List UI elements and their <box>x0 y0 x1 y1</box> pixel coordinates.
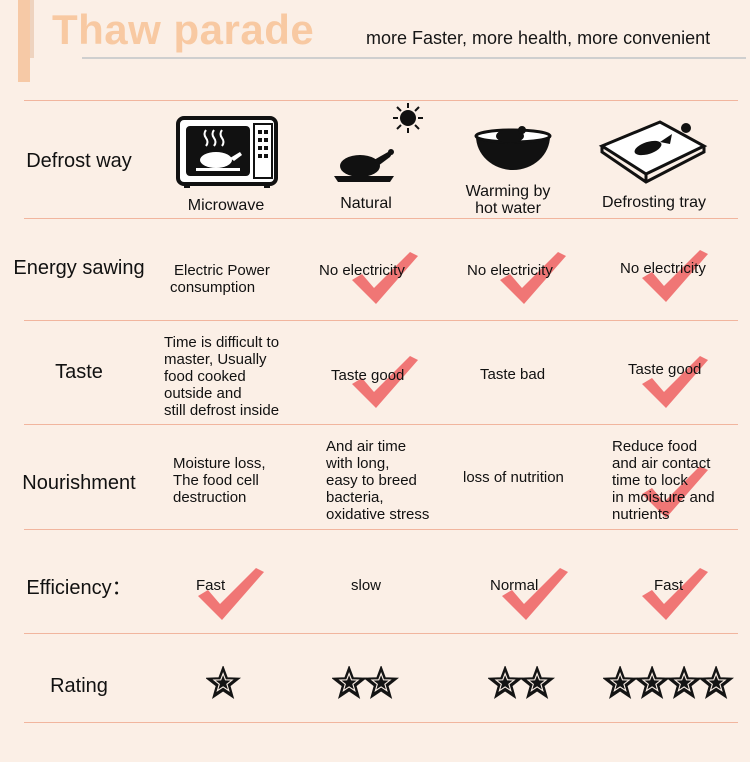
nourishment-natural-line: bacteria, <box>326 489 384 506</box>
taste-microwave: Time is difficult to master, Usually food … <box>164 334 279 419</box>
row-divider <box>24 424 738 425</box>
checkmark-icon <box>640 464 710 520</box>
checkmark-icon <box>350 354 420 410</box>
method-label-hot-water-line: hot water <box>475 200 541 217</box>
energy-microwave: Electric Power consumption <box>170 262 270 296</box>
taste-microwave-line: food cooked <box>164 368 246 385</box>
taste-microwave-line: still defrost inside <box>164 402 280 419</box>
nourishment-hot-water: loss of nutrition <box>463 469 564 486</box>
star-icon <box>488 666 524 700</box>
row-label-energy: Energy sawing <box>13 257 145 279</box>
row-label-taste: Taste <box>55 361 103 383</box>
method-label-tray: Defrosting tray <box>601 194 707 211</box>
method-label-hot-water: Warming by hot water <box>446 183 570 217</box>
star-icon <box>666 666 703 700</box>
energy-hot-water: No electricity <box>467 262 553 279</box>
efficiency-natural: slow <box>351 577 382 594</box>
energy-tray: No electricity <box>620 260 706 277</box>
checkmark-icon <box>500 566 570 622</box>
nourishment-tray-line: time to lock <box>612 472 688 489</box>
taste-hot-water: Taste bad <box>480 366 546 383</box>
star-icon <box>332 666 368 700</box>
rating-natural <box>332 666 400 702</box>
row-label-efficiency: Efficiency： <box>26 577 132 599</box>
star-icon <box>698 666 735 700</box>
efficiency-hot-water: Normal <box>490 577 539 594</box>
nourishment-microwave: Moisture loss, The food cell destruction <box>173 455 266 506</box>
nourishment-natural-line: with long, <box>326 455 390 472</box>
checkmark-icon <box>350 250 420 306</box>
nourishment-natural-line: easy to breed <box>326 472 417 489</box>
nourishment-natural-line: oxidative stress <box>326 506 430 523</box>
efficiency-tray: Fast <box>654 577 684 594</box>
row-divider <box>24 633 738 634</box>
roast-chicken-icon <box>332 146 398 186</box>
page-title: Thaw parade <box>52 6 315 53</box>
row-divider <box>24 100 738 101</box>
efficiency-microwave: Fast <box>196 577 226 594</box>
star-icon <box>634 666 671 700</box>
nourishment-microwave-line: destruction <box>173 489 247 506</box>
row-divider <box>24 218 738 219</box>
row-divider <box>24 722 738 723</box>
taste-natural: Taste good <box>331 367 405 384</box>
checkmark-icon <box>640 248 710 304</box>
star-icon <box>206 666 242 700</box>
row-label-rating: Rating <box>50 675 108 697</box>
checkmark-icon <box>640 354 710 410</box>
row-label-defrost-way: Defrost way <box>26 150 132 172</box>
checkmark-icon <box>498 250 568 306</box>
nourishment-natural-line: And air time <box>326 438 407 455</box>
nourishment-tray-line: and air contact <box>612 455 711 472</box>
checkmark-icon <box>196 566 266 622</box>
nourishment-microwave-line: The food cell <box>173 472 259 489</box>
defrost-tray-icon <box>598 116 708 190</box>
microwave-icon <box>176 116 278 188</box>
taste-microwave-line: outside and <box>164 385 242 402</box>
star-icon <box>603 666 639 700</box>
energy-natural: No electricity <box>319 262 405 279</box>
nourishment-natural: And air time with long, easy to breed bacte… <box>326 438 429 523</box>
method-label-microwave: Microwave <box>187 197 265 214</box>
taste-microwave-line: Time is difficult to <box>164 334 280 351</box>
header-underline <box>82 57 746 59</box>
star-icon <box>519 666 556 700</box>
nourishment-tray: Reduce food and air contact time to lock in… <box>612 438 715 523</box>
energy-microwave-line: Electric Power <box>174 262 270 279</box>
checkmark-icon <box>640 566 710 622</box>
energy-microwave-line: consumption <box>170 279 256 296</box>
nourishment-tray-line: in moisture and <box>612 489 715 506</box>
method-label-natural: Natural <box>340 195 392 212</box>
taste-tray: Taste good <box>628 361 702 378</box>
row-divider <box>24 320 738 321</box>
method-label-hot-water-line: Warming by <box>465 183 551 200</box>
nourishment-microwave-line: Moisture loss, <box>173 455 266 472</box>
nourishment-tray-line: nutrients <box>612 506 670 523</box>
star-icon <box>363 666 400 700</box>
page-subtitle: more Faster, more health, more convenien… <box>366 28 711 48</box>
sun-icon <box>392 102 424 134</box>
row-label-nourishment: Nourishment <box>22 472 136 494</box>
header-accent-bar-shadow <box>30 0 34 58</box>
bowl-icon <box>474 122 552 184</box>
rating-hot-water <box>488 666 556 702</box>
rating-microwave <box>206 666 242 702</box>
nourishment-tray-line: Reduce food <box>612 438 698 455</box>
taste-microwave-line: master, Usually <box>164 351 267 368</box>
rating-tray <box>603 666 735 702</box>
row-divider <box>24 529 738 530</box>
header-accent-bar <box>18 0 30 82</box>
